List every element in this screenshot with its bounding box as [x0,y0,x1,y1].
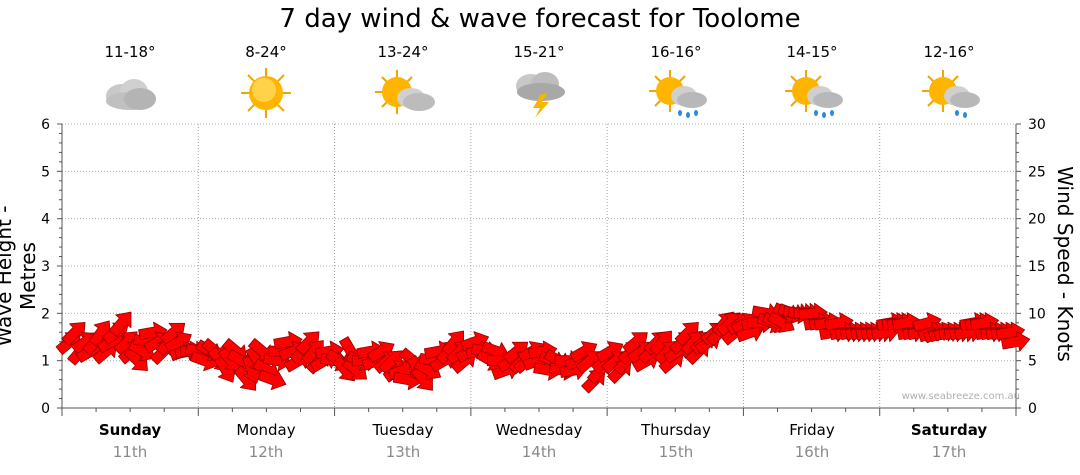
y-right-tick-label: 15 [1028,259,1046,275]
y-left-tick-label: 6 [41,117,50,133]
sunny-icon [241,68,291,118]
wind-arrow-shape [1000,331,1031,352]
y-axis-left-label: Wave Height - Metres [0,206,40,347]
wind-arrow [257,369,287,391]
y-right-tick-label: 30 [1028,117,1046,133]
wind-arrow-shape [257,369,287,391]
day-date: 17th [931,443,967,461]
wind-arrow [1000,331,1031,352]
day-date: 14th [521,443,557,461]
day-label: Friday [789,421,835,439]
temp-range: 13-24° [377,43,429,61]
y-right-tick-label: 0 [1028,401,1037,417]
day-label: Saturday [910,421,988,439]
temp-range: 12-16° [923,43,975,61]
day-date: 12th [248,443,284,461]
y-right-tick-label: 5 [1028,354,1037,370]
partly-cloudy-icon [375,70,435,114]
day-label: Monday [236,421,296,439]
wind-arrow [674,322,699,347]
y-right-tick-label: 25 [1028,164,1046,180]
day-label: Wednesday [495,421,583,439]
day-label: Sunday [98,421,162,439]
temp-range: 8-24° [245,43,287,61]
y-left-tick-label: 2 [41,306,50,322]
chart-axes: 0 1 2 3 4 5 6 0 5 10 15 20 25 30 [41,117,1046,417]
wind-arrow-shape [674,322,699,347]
wind-arrow-series [55,302,1031,394]
y-right-tick-label: 20 [1028,212,1046,228]
cloudy-icon [106,79,156,110]
thunderstorm-icon [516,72,565,118]
y-left-tick-label: 5 [41,164,50,180]
y-left-tick-label: 1 [41,354,50,370]
day-date: 16th [794,443,830,461]
wind-arrow-shape [61,322,86,347]
sun-showers-icon [785,70,843,118]
y-axis-right-label: Wind Speed - Knots [1053,166,1077,362]
wind-arrow-shape [108,311,132,338]
y-left-tick-label: 4 [41,212,50,228]
day-label: Thursday [641,421,711,439]
day-date: 13th [385,443,421,461]
temp-range: 16-16° [650,43,702,61]
wind-arrow-shape [295,331,320,356]
sun-showers-icon [649,70,707,118]
wind-arrow [295,331,320,356]
temp-range: 11-18° [104,43,156,61]
wind-arrow [61,322,86,347]
temp-range: 14-15° [786,43,838,61]
y-right-tick-label: 10 [1028,306,1046,322]
day-label: Tuesday [372,421,434,439]
chart-title: 7 day wind & wave forecast for Toolome [279,4,801,34]
day-date: 11th [112,443,148,461]
watermark: www.seabreeze.com.au [901,391,1020,402]
temp-range: 15-21° [513,43,565,61]
day-date: 15th [658,443,694,461]
sun-showers-icon [922,70,980,118]
y-left-tick-label: 3 [41,259,50,275]
y-left-tick-label: 0 [41,401,50,417]
wind-arrow [108,311,132,338]
